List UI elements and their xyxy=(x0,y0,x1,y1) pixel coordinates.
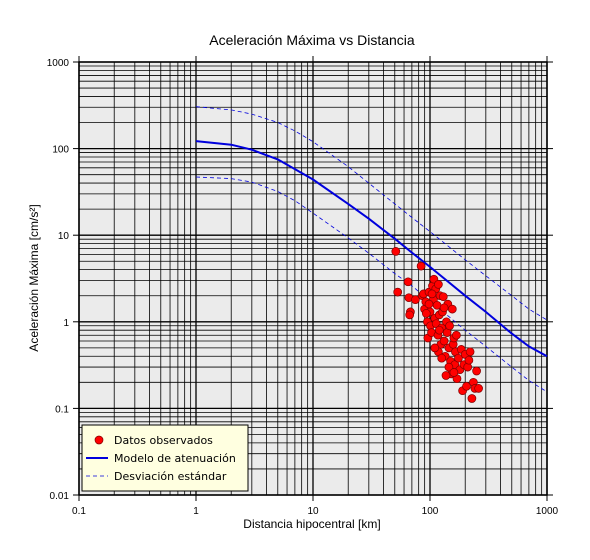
y-tick-label: 0.1 xyxy=(55,404,69,415)
x-axis-label: Distancia hipocentral [km] xyxy=(243,517,380,531)
observed-data-point xyxy=(452,330,461,340)
x-tick-label: 1 xyxy=(193,506,199,517)
observed-data-point xyxy=(427,289,437,299)
observed-data-point xyxy=(454,353,463,363)
observed-data-point xyxy=(421,309,431,318)
legend-label: Desviación estándar xyxy=(114,470,227,483)
legend-marker-points xyxy=(94,435,104,445)
chart-title: Aceleración Máxima vs Distancia xyxy=(209,32,415,48)
observed-data-point xyxy=(449,368,459,377)
observed-data-point xyxy=(472,366,481,376)
observed-data-point xyxy=(403,277,413,287)
tick-marks xyxy=(73,56,553,501)
observed-data-point xyxy=(462,381,471,391)
x-tick-label: 1000 xyxy=(536,506,559,517)
observed-data-point xyxy=(465,347,475,357)
observed-data-point xyxy=(439,336,449,346)
std-deviation-line xyxy=(195,176,548,393)
y-tick-label: 0.01 xyxy=(50,491,70,502)
observed-data-point xyxy=(411,295,420,305)
attenuation-model-line xyxy=(195,140,548,358)
x-tick-label: 10 xyxy=(307,506,319,517)
legend-label: Datos observados xyxy=(114,434,213,447)
observed-data-point xyxy=(393,287,403,297)
x-tick-label: 100 xyxy=(422,506,439,517)
observed-data-point xyxy=(391,247,401,256)
y-axis-label: Aceleración Máxima [cm/s²] xyxy=(27,204,41,351)
y-tick-label: 100 xyxy=(52,145,69,156)
observed-data-point xyxy=(445,321,454,331)
observed-data-point xyxy=(439,303,449,313)
std-deviation-line xyxy=(195,106,548,321)
y-tick-label: 10 xyxy=(58,231,70,242)
legend-box xyxy=(81,424,249,492)
observed-data-point xyxy=(438,292,448,302)
observed-data-point xyxy=(447,304,457,314)
legend: Datos observados Modelo de atenuación Desv… xyxy=(81,424,249,492)
observed-data-point xyxy=(430,343,440,353)
observed-data-point xyxy=(434,280,443,289)
legend-label: Modelo de atenuación xyxy=(114,452,236,465)
observed-data-point xyxy=(441,371,451,380)
observed-data-point xyxy=(467,394,477,403)
observed-data-point xyxy=(424,299,434,309)
observed-data-point xyxy=(437,353,447,363)
y-tick-label: 1 xyxy=(63,318,69,329)
observed-data-point xyxy=(474,384,483,393)
y-tick-label: 1000 xyxy=(47,58,70,69)
x-tick-label: 0.1 xyxy=(72,506,86,517)
observed-data-point xyxy=(464,355,474,365)
observed-data-point xyxy=(434,325,444,335)
observed-data-point xyxy=(444,362,454,372)
observed-data-point xyxy=(405,310,415,320)
observed-data-point xyxy=(416,261,426,271)
